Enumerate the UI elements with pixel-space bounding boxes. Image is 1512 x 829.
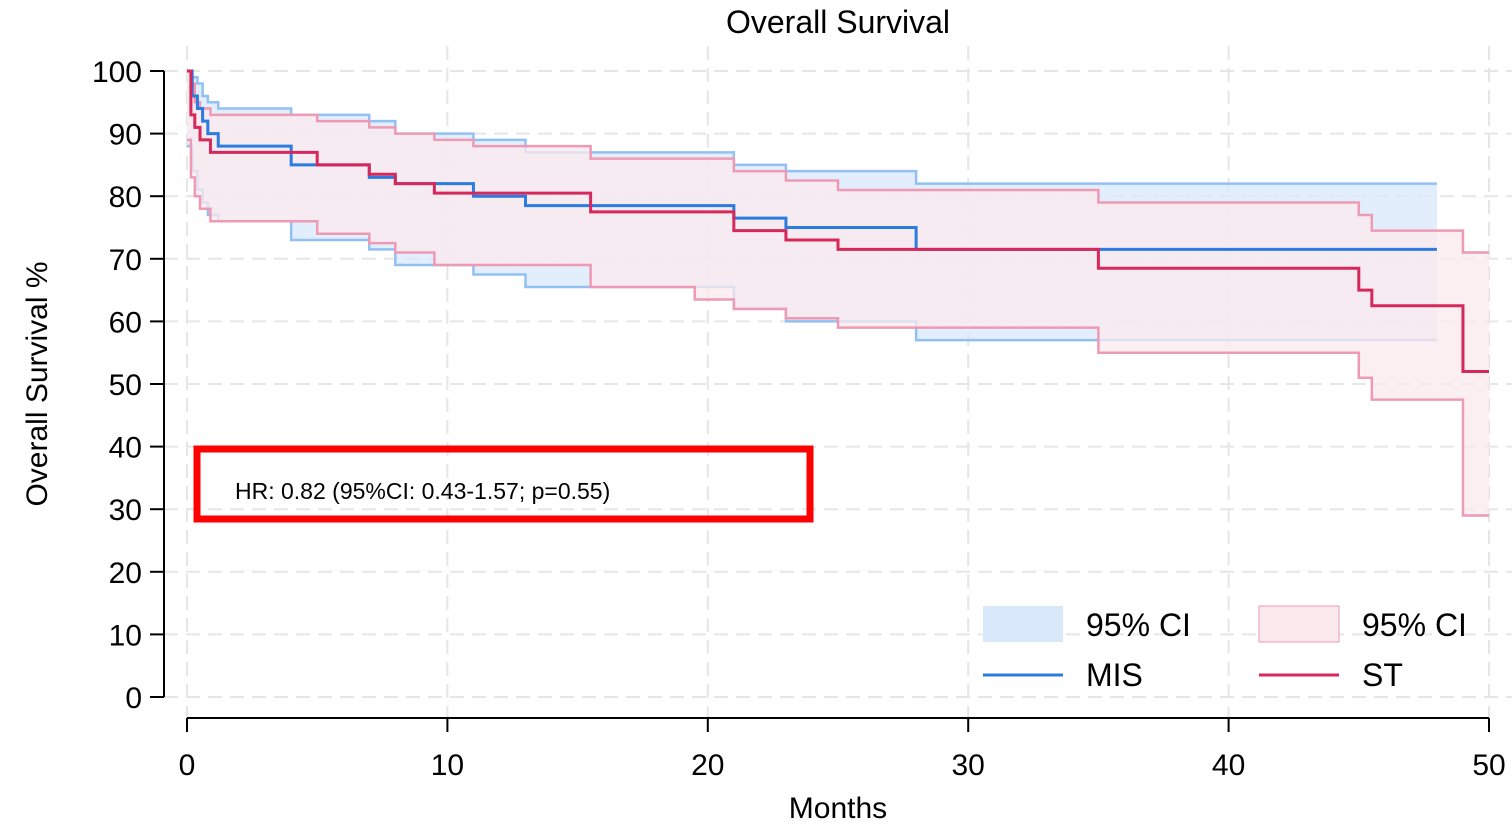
y-tick-label: 0 [125, 682, 142, 715]
survival-line-st [187, 69, 1489, 373]
y-tick-label: 80 [109, 181, 142, 214]
y-axis-label: Overall Survival % [21, 261, 54, 506]
y-tick-label: 10 [109, 619, 142, 652]
x-tick-label: 10 [431, 749, 464, 782]
y-tick-label: 20 [109, 557, 142, 590]
y-tick-label: 60 [109, 306, 142, 339]
ci-lower-st [187, 138, 1489, 517]
legend: 95% CI 95% CI MIS ST [983, 605, 1467, 693]
y-tick-label: 100 [92, 56, 142, 89]
y-tick-label: 50 [109, 369, 142, 402]
survival-line-mis [187, 69, 1437, 251]
x-tick-label: 40 [1212, 749, 1245, 782]
axes: 0 10 20 30 40 50 60 70 80 90 100 0 10 20 30 40 50 [92, 56, 1506, 782]
chart-title: Overall Survival [726, 4, 950, 40]
x-axis-label: Months [789, 792, 887, 825]
y-tick-label: 70 [109, 244, 142, 277]
legend-swatch-ci-st [1258, 605, 1340, 643]
legend-swatch-ci-mis [983, 606, 1063, 642]
ci-band-st [187, 71, 1489, 516]
legend-label-ci-st: 95% CI [1362, 607, 1467, 643]
hazard-ratio-annotation: HR: 0.82 (95%CI: 0.43-1.57; p=0.55) [193, 445, 814, 523]
annotation-box [193, 445, 814, 523]
x-tick-label: 0 [179, 749, 196, 782]
survival-curves [187, 69, 1489, 373]
annotation-text: HR: 0.82 (95%CI: 0.43-1.57; p=0.55) [235, 478, 610, 504]
confidence-bands [187, 69, 1489, 517]
x-tick-label: 30 [952, 749, 985, 782]
legend-label-mis: MIS [1086, 657, 1143, 693]
y-tick-label: 90 [109, 119, 142, 152]
x-tick-label: 20 [691, 749, 724, 782]
legend-label-ci-mis: 95% CI [1086, 607, 1191, 643]
legend-label-st: ST [1362, 657, 1403, 693]
y-tick-label: 30 [109, 494, 142, 527]
y-tick-label: 40 [109, 432, 142, 465]
x-tick-label: 50 [1472, 749, 1505, 782]
